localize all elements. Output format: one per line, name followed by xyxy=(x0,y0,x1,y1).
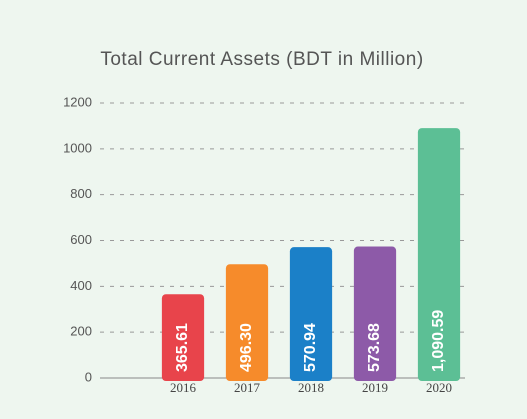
value-label: 496.30 xyxy=(238,323,255,372)
y-tick-label: 400 xyxy=(70,278,92,293)
value-label: 573.68 xyxy=(366,323,383,372)
x-tick-label: 2019 xyxy=(362,380,388,395)
chart-title: Total Current Assets (BDT in Million) xyxy=(100,49,423,70)
y-tick-label: 800 xyxy=(70,186,92,201)
y-tick-label: 200 xyxy=(70,324,92,339)
y-tick-label: 600 xyxy=(70,232,92,247)
x-tick-label: 2016 xyxy=(170,380,197,395)
y-tick-label: 0 xyxy=(85,369,92,384)
y-tick-label: 1200 xyxy=(63,94,92,109)
bar xyxy=(161,294,205,381)
bar xyxy=(289,247,333,381)
y-tick-label: 1000 xyxy=(63,140,92,155)
value-label: 570.94 xyxy=(302,323,319,372)
bar xyxy=(353,246,397,381)
value-label: 1,090.59 xyxy=(430,310,447,372)
x-tick-label: 2017 xyxy=(234,380,261,395)
bar xyxy=(417,128,461,381)
x-tick-label: 2020 xyxy=(426,380,452,395)
bar xyxy=(225,264,269,381)
x-tick-label: 2018 xyxy=(298,380,324,395)
value-label: 365.61 xyxy=(174,323,191,372)
